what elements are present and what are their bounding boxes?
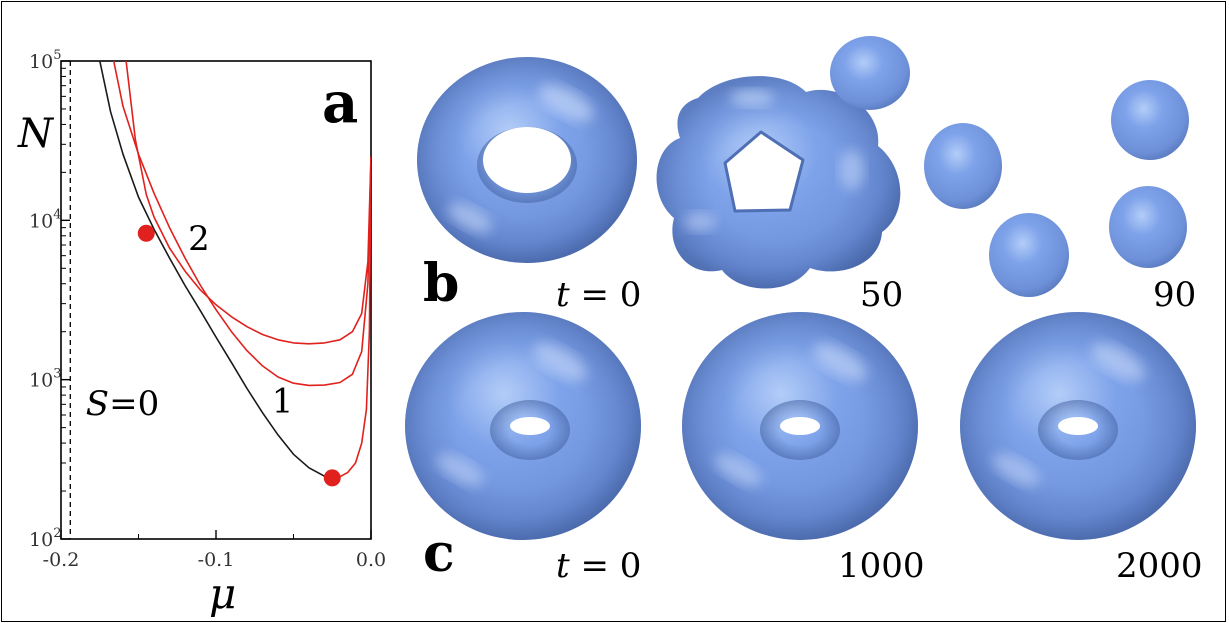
snapshot-c1-label: t = 0 [556,546,641,586]
torus-hole [780,417,820,435]
snapshot-b1-label: t = 0 [556,275,641,315]
torus-hole [483,127,571,193]
x-axis-ticks: -0.2 -0.1 0.0 [43,530,386,571]
torus-snapshot-c1 [405,312,641,540]
torus-snapshot-c3 [960,312,1196,540]
y-tick-label: 105 [29,48,61,73]
panel-label-c: c [423,523,455,584]
series-label: 1 [272,382,294,422]
snapshot-c2-label: 1000 [838,546,925,586]
series-label: S=0 [86,384,159,424]
torus-hole [510,417,550,435]
fragment-bottom [989,213,1069,297]
panel-c-snapshots: c t = 0 1000 2000 [405,312,1203,586]
series-line [125,61,371,345]
fragment-top [830,36,910,110]
x-tick-label: 0.0 [356,549,386,571]
data-point-marker [137,224,155,242]
torus-snapshot-b1 [417,57,637,263]
panel-label-b: b [423,253,459,314]
series-line [332,156,371,479]
fragment-right-top [1111,80,1189,160]
pentagon-hole [723,130,805,213]
panel-label-a: a [322,70,358,136]
panel-b-snapshots: b t = 0 50 90 [417,36,1196,315]
x-tick-label: -0.1 [198,549,235,571]
chart-markers [137,224,341,487]
fragment-right-bottom [1109,186,1187,268]
fragments-snapshot-b3 [830,36,1189,297]
y-tick-label: 103 [29,367,61,392]
series-line [112,61,371,387]
chart-panel-a: 102 103 104 105 -0.2 -0.1 0.0 S=0 1 2 a N μ [17,48,386,618]
snapshot-c3-label: 2000 [1116,546,1203,586]
snapshot-b2-label: 50 [860,275,903,315]
chart-series [99,61,371,479]
y-axis-ticks: 102 103 104 105 [29,48,70,551]
series-line [99,61,333,479]
y-axis-label: N [17,111,55,157]
y-tick-label: 102 [29,526,61,551]
pentagon-ring-snapshot-b2 [656,76,901,289]
snapshot-b3-label: 90 [1153,275,1196,315]
y-tick-label: 104 [29,207,61,232]
series-label: 2 [188,219,210,259]
x-tick-label: -0.2 [43,549,80,571]
plot-area [60,60,372,540]
fragment-left [924,123,1002,209]
torus-hole [1058,417,1098,435]
series-labels: S=0 1 2 [86,219,294,424]
torus-snapshot-c2 [682,312,918,540]
x-axis-label: μ [209,569,236,618]
data-point-marker [323,469,341,487]
